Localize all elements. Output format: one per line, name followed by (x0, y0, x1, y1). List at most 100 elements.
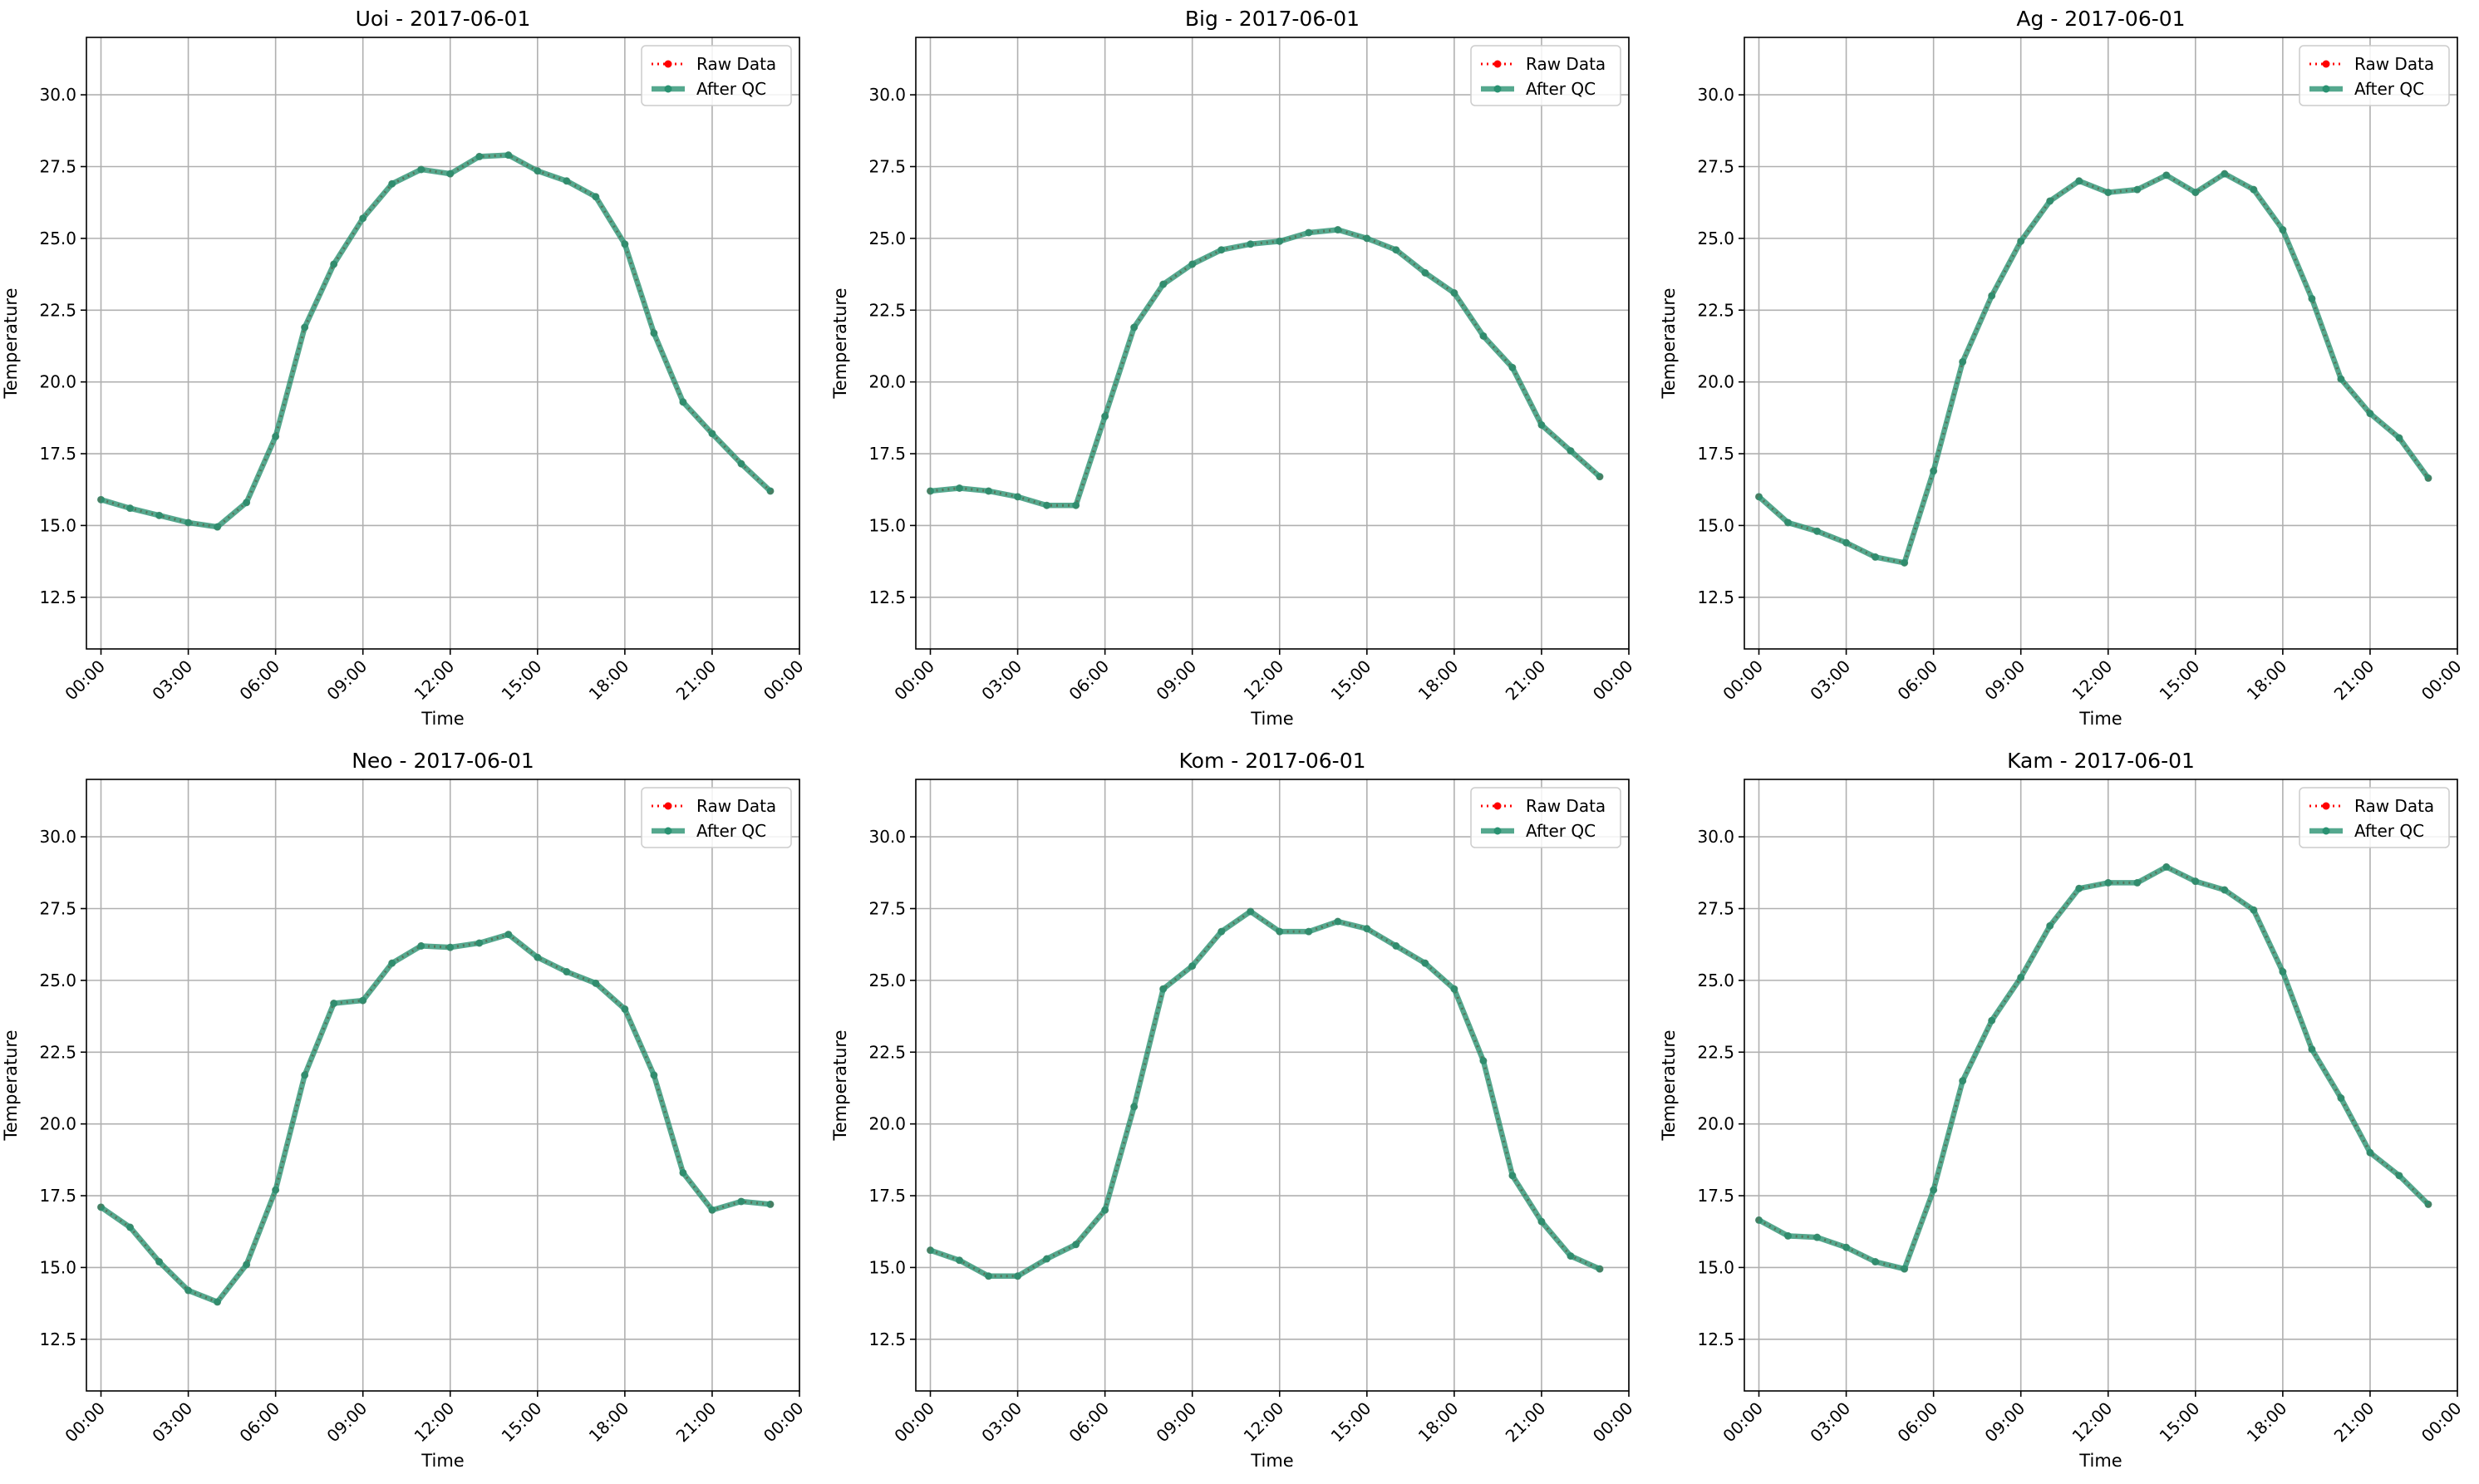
x-tick-label: 18:00 (1414, 656, 1463, 705)
x-tick-label: 15:00 (2156, 1398, 2204, 1447)
x-tick-label: 09:00 (323, 1398, 371, 1447)
after-qc-point (592, 193, 600, 201)
after-qc-point (1450, 289, 1458, 297)
after-qc-point (1755, 493, 1763, 501)
after-qc-point (214, 1298, 222, 1306)
legend-raw-label: Raw Data (1526, 54, 1606, 74)
after-qc-point (1334, 226, 1342, 234)
x-tick-label: 21:00 (2330, 1398, 2378, 1447)
after-qc-point (417, 165, 425, 174)
after-qc-point (1363, 234, 1371, 243)
y-tick-label: 22.5 (39, 300, 76, 320)
after-qc-point (1421, 268, 1429, 277)
y-tick-label: 12.5 (39, 1329, 76, 1349)
after-qc-point (1305, 228, 1313, 237)
x-tick-label: 03:00 (977, 656, 1026, 705)
x-tick-label: 12:00 (2068, 1398, 2117, 1447)
after-qc-point (708, 430, 716, 438)
y-tick-label: 30.0 (868, 827, 906, 847)
y-tick-label: 17.5 (868, 444, 906, 464)
legend-raw-label: Raw Data (2354, 796, 2434, 816)
after-qc-point (2337, 1094, 2345, 1103)
after-qc-point (1188, 962, 1197, 970)
after-qc-point (1842, 538, 1851, 547)
y-tick-label: 20.0 (868, 372, 906, 392)
after-qc-point (155, 1258, 164, 1266)
after-qc-point (475, 152, 484, 160)
after-qc-point (2162, 171, 2171, 179)
legend-raw-label: Raw Data (696, 796, 776, 816)
after-qc-point (1247, 907, 1255, 916)
subplot-2: 12.5 15.0 17.5 20.0 22.5 25.0 27.5 30.0 00:00 03:… (830, 7, 1637, 729)
y-tick-label: 15.0 (1697, 1257, 1734, 1277)
legend: Raw Data After QC (2299, 787, 2450, 848)
after-qc-line (1757, 864, 2431, 1272)
y-tick-label: 15.0 (39, 515, 76, 535)
y-tick-label: 17.5 (39, 1186, 76, 1206)
x-tick-label: 06:00 (1065, 656, 1113, 705)
after-qc-point (1159, 985, 1168, 993)
after-qc-point (927, 1246, 935, 1255)
after-qc-point (2250, 906, 2258, 914)
after-qc-point (2075, 884, 2083, 892)
after-qc-point (1784, 518, 1793, 527)
x-tick-label: 15:00 (498, 1398, 546, 1447)
after-qc-point (1755, 1216, 1763, 1224)
x-axis-label: Time (421, 1451, 464, 1471)
subplot-4: 12.5 15.0 17.5 20.0 22.5 25.0 27.5 30.0 00:00 03:… (1, 749, 808, 1471)
after-qc-point (1305, 927, 1313, 936)
after-qc-point (97, 1203, 106, 1211)
after-qc-point (1930, 467, 1938, 475)
x-tick-label: 06:00 (1893, 1398, 1941, 1447)
y-tick-label: 22.5 (39, 1042, 76, 1062)
y-tick-label: 17.5 (1697, 1186, 1734, 1206)
legend: Raw Data After QC (641, 787, 792, 848)
after-qc-point (2191, 877, 2200, 886)
after-qc-point (2133, 185, 2142, 194)
after-qc-point (359, 214, 367, 223)
y-tick-label: 22.5 (868, 300, 906, 320)
after-qc-point (1043, 1255, 1051, 1263)
y-axis-label: Temperature (830, 1029, 850, 1141)
after-qc-point (766, 1200, 775, 1208)
raw-data-line (100, 932, 771, 1304)
chart-title: Neo - 2017-06-01 (352, 749, 534, 773)
after-qc-point (1784, 1231, 1793, 1240)
subplot-1: 12.5 15.0 17.5 20.0 22.5 25.0 27.5 30.0 00:00 03:… (1, 7, 808, 729)
after-qc-point (1959, 357, 1967, 366)
y-tick-label: 30.0 (1697, 85, 1734, 105)
x-tick-label: 03:00 (148, 1398, 196, 1447)
after-qc-point (621, 1005, 629, 1013)
after-qc-point (679, 1168, 687, 1177)
x-tick-label: 15:00 (2156, 656, 2204, 705)
legend: Raw Data After QC (641, 45, 792, 106)
subplot-6: 12.5 15.0 17.5 20.0 22.5 25.0 27.5 30.0 00:00 03:… (1659, 749, 2466, 1471)
after-qc-point (2191, 189, 2200, 197)
y-axis-label: Temperature (1, 287, 21, 399)
legend-raw-marker (664, 60, 672, 68)
legend-qc-marker (1493, 85, 1502, 93)
y-tick-label: 20.0 (1697, 1114, 1734, 1134)
after-qc-point (563, 968, 571, 976)
x-tick-label: 21:00 (1502, 1398, 1550, 1447)
after-qc-point (1537, 420, 1546, 429)
y-tick-label: 17.5 (868, 1186, 906, 1206)
y-tick-label: 25.0 (39, 970, 76, 990)
after-qc-point (650, 1071, 658, 1079)
x-axis-label: Time (2078, 709, 2122, 729)
x-axis-label: Time (2078, 1451, 2122, 1471)
x-tick-label: 21:00 (672, 656, 721, 705)
x-tick-label: 03:00 (148, 656, 196, 705)
x-tick-label: 15:00 (1327, 1398, 1375, 1447)
after-qc-point (388, 179, 396, 188)
x-tick-label: 00:00 (1589, 656, 1637, 705)
x-tick-label: 21:00 (672, 1398, 721, 1447)
subplot-5: 12.5 15.0 17.5 20.0 22.5 25.0 27.5 30.0 00:00 03:… (830, 749, 1637, 1471)
after-qc-point (243, 1260, 251, 1269)
after-qc-point (985, 1272, 993, 1280)
legend-raw-marker (2322, 802, 2330, 810)
chart-title: Big - 2017-06-01 (1185, 7, 1360, 31)
after-qc-point (1217, 927, 1226, 936)
after-qc-line (1757, 170, 2431, 566)
after-qc-point (301, 323, 309, 332)
